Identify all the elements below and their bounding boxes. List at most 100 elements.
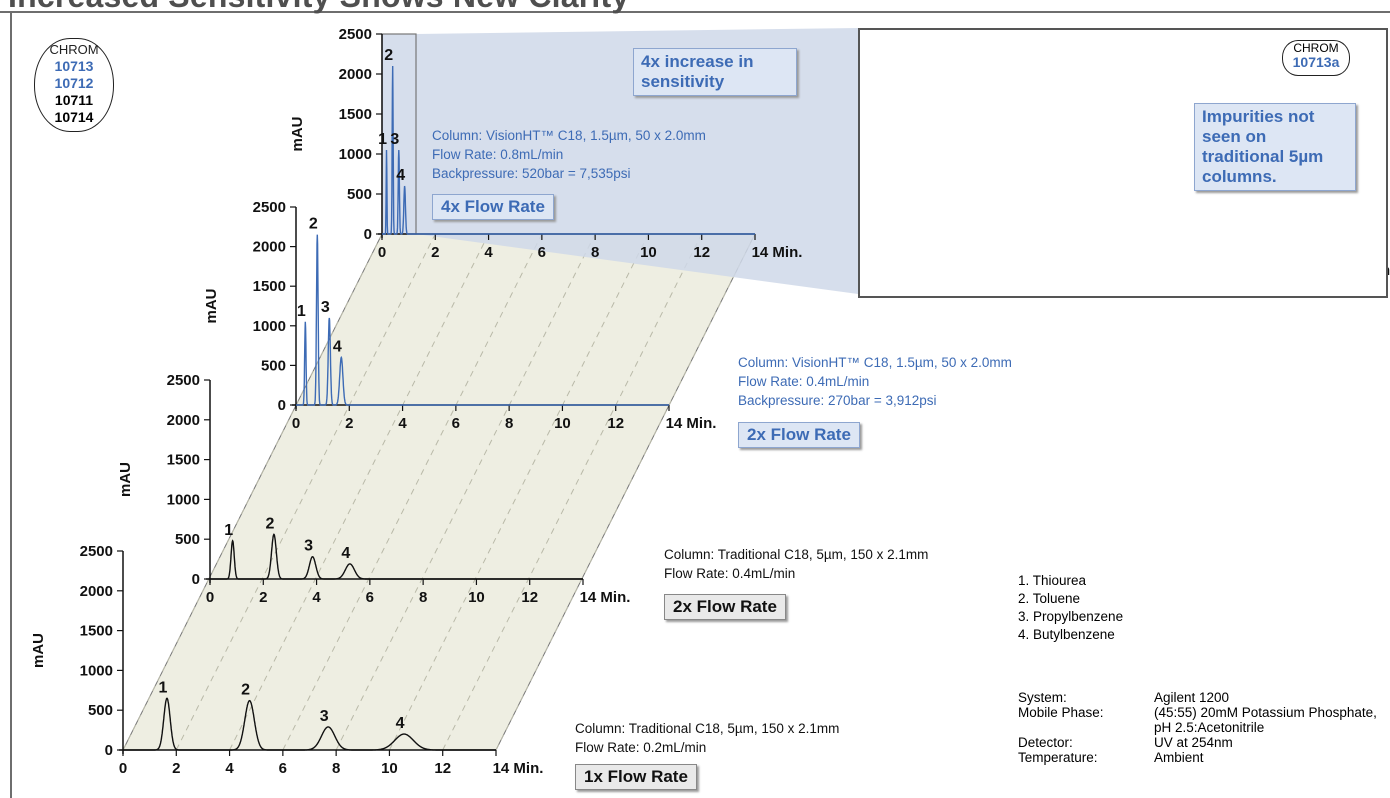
mobile-phase-value: (45:55) 20mM Potassium Phosphate, (1154, 705, 1377, 720)
x-tick-label: 4 (312, 589, 321, 606)
peak-label: 3 (390, 131, 399, 148)
x-tick-label: 0 (378, 244, 386, 261)
inset-chrom-id: 10713a (1292, 54, 1340, 70)
x-tick-label: 14 Min. (580, 589, 631, 606)
chrom-id-1: 10712 (54, 75, 94, 91)
y-tick-label: 0 (364, 226, 372, 243)
y-tick-label: 2000 (339, 66, 372, 83)
floor-guide-line (175, 233, 436, 751)
floor-guide-line (388, 233, 649, 751)
y-tick-label: 2000 (253, 239, 286, 256)
x-tick-label: 4 (484, 244, 493, 261)
x-tick-label: 0 (292, 415, 300, 432)
x-tick-label: 10 (381, 760, 398, 777)
y-axis-label: mAU (289, 116, 306, 151)
y-tick-label: 2500 (339, 26, 372, 43)
floor-guide-line (495, 233, 756, 751)
mobile-phase-label: Mobile Phase: (1018, 705, 1104, 720)
y-tick-label: 1000 (253, 318, 286, 335)
cond-2x-trad: Column: Traditional C18, 5µm, 150 x 2.1m… (664, 545, 928, 583)
cond-4x: Column: VisionHT™ C18, 1.5µm, 50 x 2.0mm… (432, 126, 706, 183)
peak-label: 4 (396, 167, 405, 184)
figure-title: Increased Sensitivity Shows New Clarity (8, 0, 629, 15)
cond-4x-flow: Flow Rate: 0.8mL/min (432, 147, 564, 162)
floor-guide-line (335, 233, 596, 751)
y-tick-label: 1500 (253, 278, 286, 295)
y-tick-label: 0 (105, 742, 113, 759)
x-tick-label: 10 (468, 589, 485, 606)
x-tick-label: 14 Min. (666, 415, 717, 432)
inset-chrom-id-box: CHROM 10713a (1282, 40, 1350, 76)
x-tick-label: 2 (431, 244, 439, 261)
peak-label: 1 (297, 303, 306, 320)
cond-4x-column-label: Column: (432, 128, 483, 143)
y-tick-label: 2500 (80, 543, 113, 560)
cond-1x-column: Column: Traditional C18, 5µm, 150 x 2.1m… (575, 719, 839, 738)
x-tick-label: 2 (259, 589, 267, 606)
system-label: System: (1018, 690, 1067, 705)
x-tick-label: 12 (521, 589, 538, 606)
cond-2x-trad-column-label: Column: (664, 547, 715, 562)
floor-guide-line (122, 233, 383, 751)
x-tick-label: 6 (452, 415, 460, 432)
temperature-label: Temperature: (1018, 750, 1098, 765)
y-tick-label: 500 (347, 186, 372, 203)
x-tick-label: 8 (505, 415, 513, 432)
peak-label: 1 (159, 679, 168, 696)
frame-top-line (0, 11, 1390, 13)
chrom-id-3: 10714 (54, 109, 94, 125)
peak-label: 2 (309, 216, 318, 233)
y-axis-label: mAU (30, 633, 47, 668)
x-tick-label: 8 (332, 760, 340, 777)
x-tick-label: 0 (119, 760, 127, 777)
inset-chrom-header: CHROM (1293, 41, 1339, 55)
badge-4x-flow: 4x Flow Rate (432, 194, 554, 220)
badge-2x-trad-flow: 2x Flow Rate (664, 594, 786, 620)
chromatogram-trace (123, 697, 496, 751)
badge-2x-vision-flow: 2x Flow Rate (738, 422, 860, 448)
x-tick-label: 14 Min. (493, 760, 544, 777)
y-tick-label: 500 (88, 702, 113, 719)
x-tick-label: 6 (366, 589, 374, 606)
chromatogram-trace (296, 234, 669, 406)
compound-item: 3. Propylbenzene (1018, 609, 1124, 624)
temperature-value: Ambient (1154, 750, 1204, 765)
cond-2x-vision-column-label: Column: (738, 355, 789, 370)
impurities-callout: Impurities not seen on traditional 5µm c… (1194, 103, 1356, 191)
compound-item: 2. Toluene (1018, 591, 1081, 606)
cond-2x-trad-column-value: Traditional C18, 5µm, 150 x 2.1mm (714, 547, 929, 562)
x-tick-label: 14 Min. (752, 244, 803, 261)
detector-label: Detector: (1018, 735, 1073, 750)
cond-2x-vision-column-value: VisionHT™ C18, 1.5µm, 50 x 2.0mm (788, 355, 1012, 370)
cond-2x-trad-column: Column: Traditional C18, 5µm, 150 x 2.1m… (664, 545, 928, 564)
compound-item: 1. Thiourea (1018, 573, 1087, 588)
y-tick-label: 2000 (80, 583, 113, 600)
y-tick-label: 1500 (339, 106, 372, 123)
y-tick-label: 2500 (167, 372, 200, 389)
cond-2x-vision-column: Column: VisionHT™ C18, 1.5µm, 50 x 2.0mm (738, 353, 1012, 372)
cond-4x-column: Column: VisionHT™ C18, 1.5µm, 50 x 2.0mm (432, 126, 706, 145)
compound-list: 1. Thiourea 2. Toluene 3. Propylbenzene … (1018, 572, 1123, 644)
x-tick-label: 10 (640, 244, 657, 261)
x-tick-label: 8 (591, 244, 599, 261)
frame-left-line (10, 11, 12, 798)
y-tick-label: 500 (175, 531, 200, 548)
y-tick-label: 1000 (80, 662, 113, 679)
peak-label: 4 (333, 338, 342, 355)
y-tick-label: 2000 (167, 412, 200, 429)
y-tick-label: 0 (192, 571, 200, 588)
y-tick-label: 1000 (339, 146, 372, 163)
chrom-id-0: 10713 (54, 58, 94, 74)
floor-guide-line (282, 233, 543, 751)
x-tick-label: 8 (419, 589, 427, 606)
x-tick-label: 12 (434, 760, 451, 777)
x-tick-label: 4 (398, 415, 407, 432)
x-tick-label: 4 (225, 760, 234, 777)
detector-value: UV at 254nm (1154, 735, 1233, 750)
peak-label: 2 (241, 682, 250, 699)
peak-label: 4 (341, 545, 350, 562)
